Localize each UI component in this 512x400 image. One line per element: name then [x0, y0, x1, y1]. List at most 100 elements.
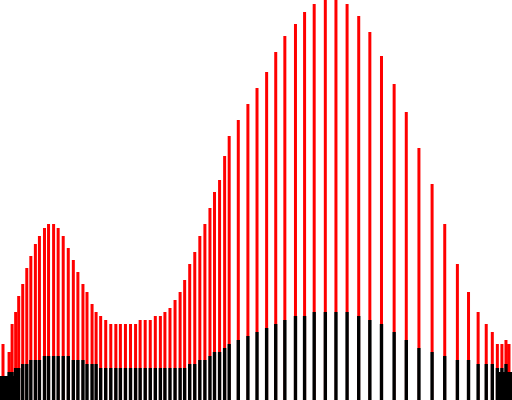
black-bar-41	[193, 364, 197, 400]
red-bar-48	[227, 136, 231, 400]
black-bar-26	[118, 368, 123, 400]
red-bar-50	[246, 104, 250, 400]
black-bar-23	[104, 368, 108, 400]
red-bar-29	[134, 324, 138, 400]
red-bar-2	[10, 324, 14, 400]
black-bar-39	[182, 368, 187, 400]
red-bar-24	[109, 324, 113, 400]
red-bar-4	[17, 296, 21, 400]
black-bar-31	[143, 368, 147, 400]
black-bar-17	[76, 360, 80, 400]
red-bar-0	[1, 344, 5, 400]
red-bar-46	[218, 180, 222, 400]
red-bar-40	[188, 264, 192, 400]
black-edge-fill-1	[498, 372, 512, 400]
black-bar-36	[168, 368, 172, 400]
black-bar-71	[476, 364, 480, 400]
black-bar-70	[466, 360, 471, 400]
black-bar-74	[495, 368, 500, 400]
red-bar-31	[143, 320, 147, 400]
black-bar-37	[173, 368, 177, 400]
red-bar-59	[334, 0, 338, 400]
black-series-bars	[0, 312, 512, 400]
red-bar-62	[368, 32, 372, 400]
black-bar-14	[61, 356, 65, 400]
red-bar-47	[223, 156, 227, 400]
black-bar-68	[443, 356, 447, 400]
red-bar-15	[66, 248, 70, 400]
red-bar-69	[455, 264, 459, 400]
black-bar-55	[293, 316, 298, 400]
red-bar-54	[283, 36, 287, 400]
black-bar-5	[21, 364, 25, 400]
black-bar-60	[345, 312, 349, 400]
black-bar-15	[66, 356, 70, 400]
black-bar-6	[25, 364, 29, 400]
black-bar-59	[334, 312, 338, 400]
black-bar-25	[114, 368, 118, 400]
black-bar-34	[158, 368, 163, 400]
black-bar-29	[133, 368, 138, 400]
black-bar-65	[404, 340, 408, 400]
black-bar-64	[392, 332, 396, 400]
black-bar-50	[246, 336, 250, 400]
red-bar-10	[42, 228, 46, 400]
red-bar-55	[293, 24, 297, 400]
red-bar-34	[158, 316, 162, 400]
red-bar-53	[274, 52, 278, 400]
black-bar-45	[212, 352, 217, 400]
red-bar-52	[265, 72, 269, 400]
red-bar-37	[173, 300, 177, 400]
red-bar-61	[357, 16, 361, 400]
red-bar-71	[476, 312, 480, 400]
black-bar-28	[128, 368, 133, 400]
red-bar-36	[168, 308, 172, 400]
black-bar-67	[430, 352, 434, 400]
black-bar-51	[255, 332, 259, 400]
red-bar-43	[203, 224, 207, 400]
red-bar-27	[123, 324, 127, 400]
red-bar-70	[467, 292, 471, 400]
black-bar-33	[153, 368, 158, 400]
red-bar-6	[25, 268, 29, 400]
red-bar-65	[404, 112, 408, 400]
black-bar-35	[163, 368, 167, 400]
black-bar-69	[455, 360, 460, 400]
black-bar-42	[198, 360, 202, 400]
black-bar-4	[16, 368, 21, 400]
red-bar-66	[417, 148, 421, 400]
red-bar-19	[85, 292, 89, 400]
black-bar-62	[368, 320, 372, 400]
black-bar-16	[71, 360, 76, 400]
red-bar-35	[163, 312, 167, 400]
black-bar-47	[222, 348, 227, 400]
black-bar-3	[13, 368, 18, 400]
black-bar-57	[312, 312, 316, 400]
red-bar-26	[118, 324, 122, 400]
red-bar-60	[345, 4, 349, 400]
black-bar-44	[208, 356, 212, 400]
black-bar-49	[236, 340, 240, 400]
red-bar-45	[213, 192, 217, 400]
red-bar-12	[52, 224, 56, 400]
black-bar-24	[109, 368, 113, 400]
black-bar-56	[302, 316, 307, 400]
black-bar-9	[37, 360, 42, 400]
black-bar-12	[51, 356, 56, 400]
red-bar-58	[323, 0, 327, 400]
black-bar-72	[484, 364, 488, 400]
red-bar-42	[198, 236, 202, 400]
red-bar-21	[94, 312, 98, 400]
red-bar-25	[114, 324, 118, 400]
red-bar-33	[153, 316, 157, 400]
black-bar-8	[33, 360, 38, 400]
red-bar-57	[312, 4, 316, 400]
red-bar-64	[392, 84, 396, 400]
black-bar-73	[490, 364, 494, 400]
black-bar-10	[42, 356, 47, 400]
black-bar-66	[417, 348, 421, 400]
red-bar-72	[484, 324, 488, 400]
black-bar-19	[85, 364, 89, 400]
